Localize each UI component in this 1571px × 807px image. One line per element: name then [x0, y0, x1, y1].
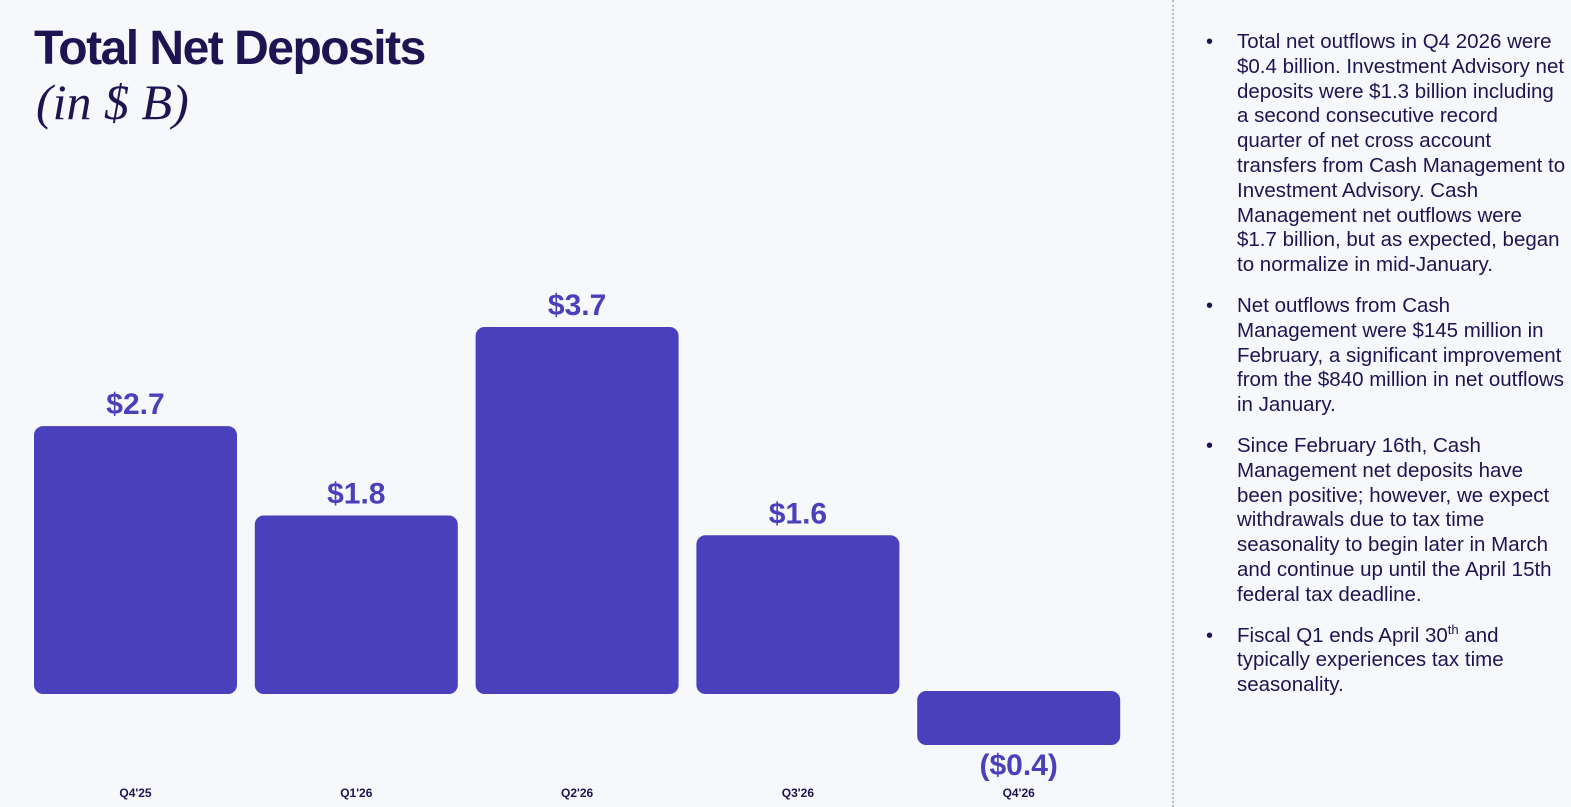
x-tick-label: Q4'25: [119, 786, 152, 800]
data-label: $1.6: [769, 497, 827, 530]
data-label: $3.7: [548, 289, 606, 322]
commentary-list: Total net outflows in Q4 2026 were $0.4 …: [1206, 30, 1566, 714]
commentary-text: Fiscal Q1 ends April 30: [1237, 623, 1448, 647]
x-tick-label: Q3'26: [782, 786, 815, 800]
chart-subtitle: (in $ B): [36, 74, 189, 130]
ordinal-suffix: th: [1447, 621, 1459, 637]
bar-Q4'25: [34, 426, 237, 694]
bar-chart: $2.7 Q4'25 $1.8 Q1'26 $3.7 Q2'26 $1.6 Q3'26 ($0.…: [34, 289, 1121, 800]
commentary-text: and typically experiences tax time seaso…: [1237, 623, 1504, 697]
column-divider: [1172, 0, 1174, 807]
data-label: $1.8: [327, 477, 385, 510]
data-label: ($0.4): [980, 749, 1058, 782]
data-label: $2.7: [106, 388, 164, 421]
x-tick-label: Q2'26: [561, 786, 594, 800]
commentary-bullet: Since February 16th, Cash Management net…: [1206, 434, 1566, 608]
x-tick-label: Q1'26: [340, 786, 373, 800]
chart-title: Total Net Deposits: [34, 22, 426, 75]
bar-Q4'26: [917, 691, 1121, 745]
bar-Q1'26: [254, 515, 458, 694]
commentary-bullet: Total net outflows in Q4 2026 were $0.4 …: [1206, 30, 1566, 278]
commentary-bullet: Fiscal Q1 ends April 30th and typically …: [1206, 621, 1566, 698]
bar-Q3'26: [696, 535, 900, 694]
bar-Q2'26: [475, 326, 679, 694]
commentary-bullet: Net outflows from Cash Management were $…: [1206, 294, 1566, 418]
x-tick-label: Q4'26: [1003, 786, 1036, 800]
